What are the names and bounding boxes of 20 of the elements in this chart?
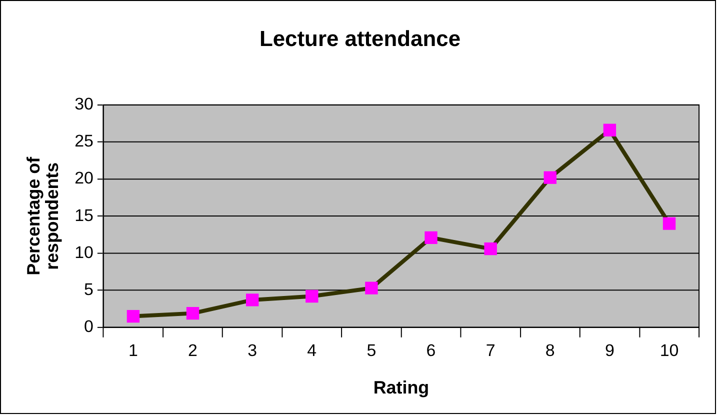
x-tick-label: 6 — [426, 341, 436, 360]
y-tick-label: 10 — [74, 242, 94, 262]
x-tick-label: 2 — [188, 341, 198, 360]
y-tick-label: 30 — [74, 94, 94, 114]
y-tick-label: 5 — [84, 280, 94, 299]
x-tick-label: 1 — [128, 341, 138, 360]
y-axis-title: Percentage of respondents — [23, 156, 62, 276]
x-tick-label: 10 — [660, 341, 679, 360]
x-tick-label: 9 — [604, 341, 614, 360]
x-tick-label: 3 — [248, 341, 258, 360]
y-tick-label: 20 — [74, 168, 94, 188]
y-tick-label: 0 — [84, 317, 94, 336]
x-tick-label: 5 — [366, 341, 376, 360]
x-tick-label: 4 — [307, 341, 317, 360]
x-tick-label: 8 — [545, 341, 555, 360]
x-axis-title: Rating — [373, 377, 430, 398]
y-tick-label: 25 — [74, 132, 94, 151]
x-tick-label: 7 — [486, 341, 496, 360]
chart-title: Lecture attendance — [259, 26, 461, 52]
y-tick-label: 15 — [74, 206, 94, 225]
